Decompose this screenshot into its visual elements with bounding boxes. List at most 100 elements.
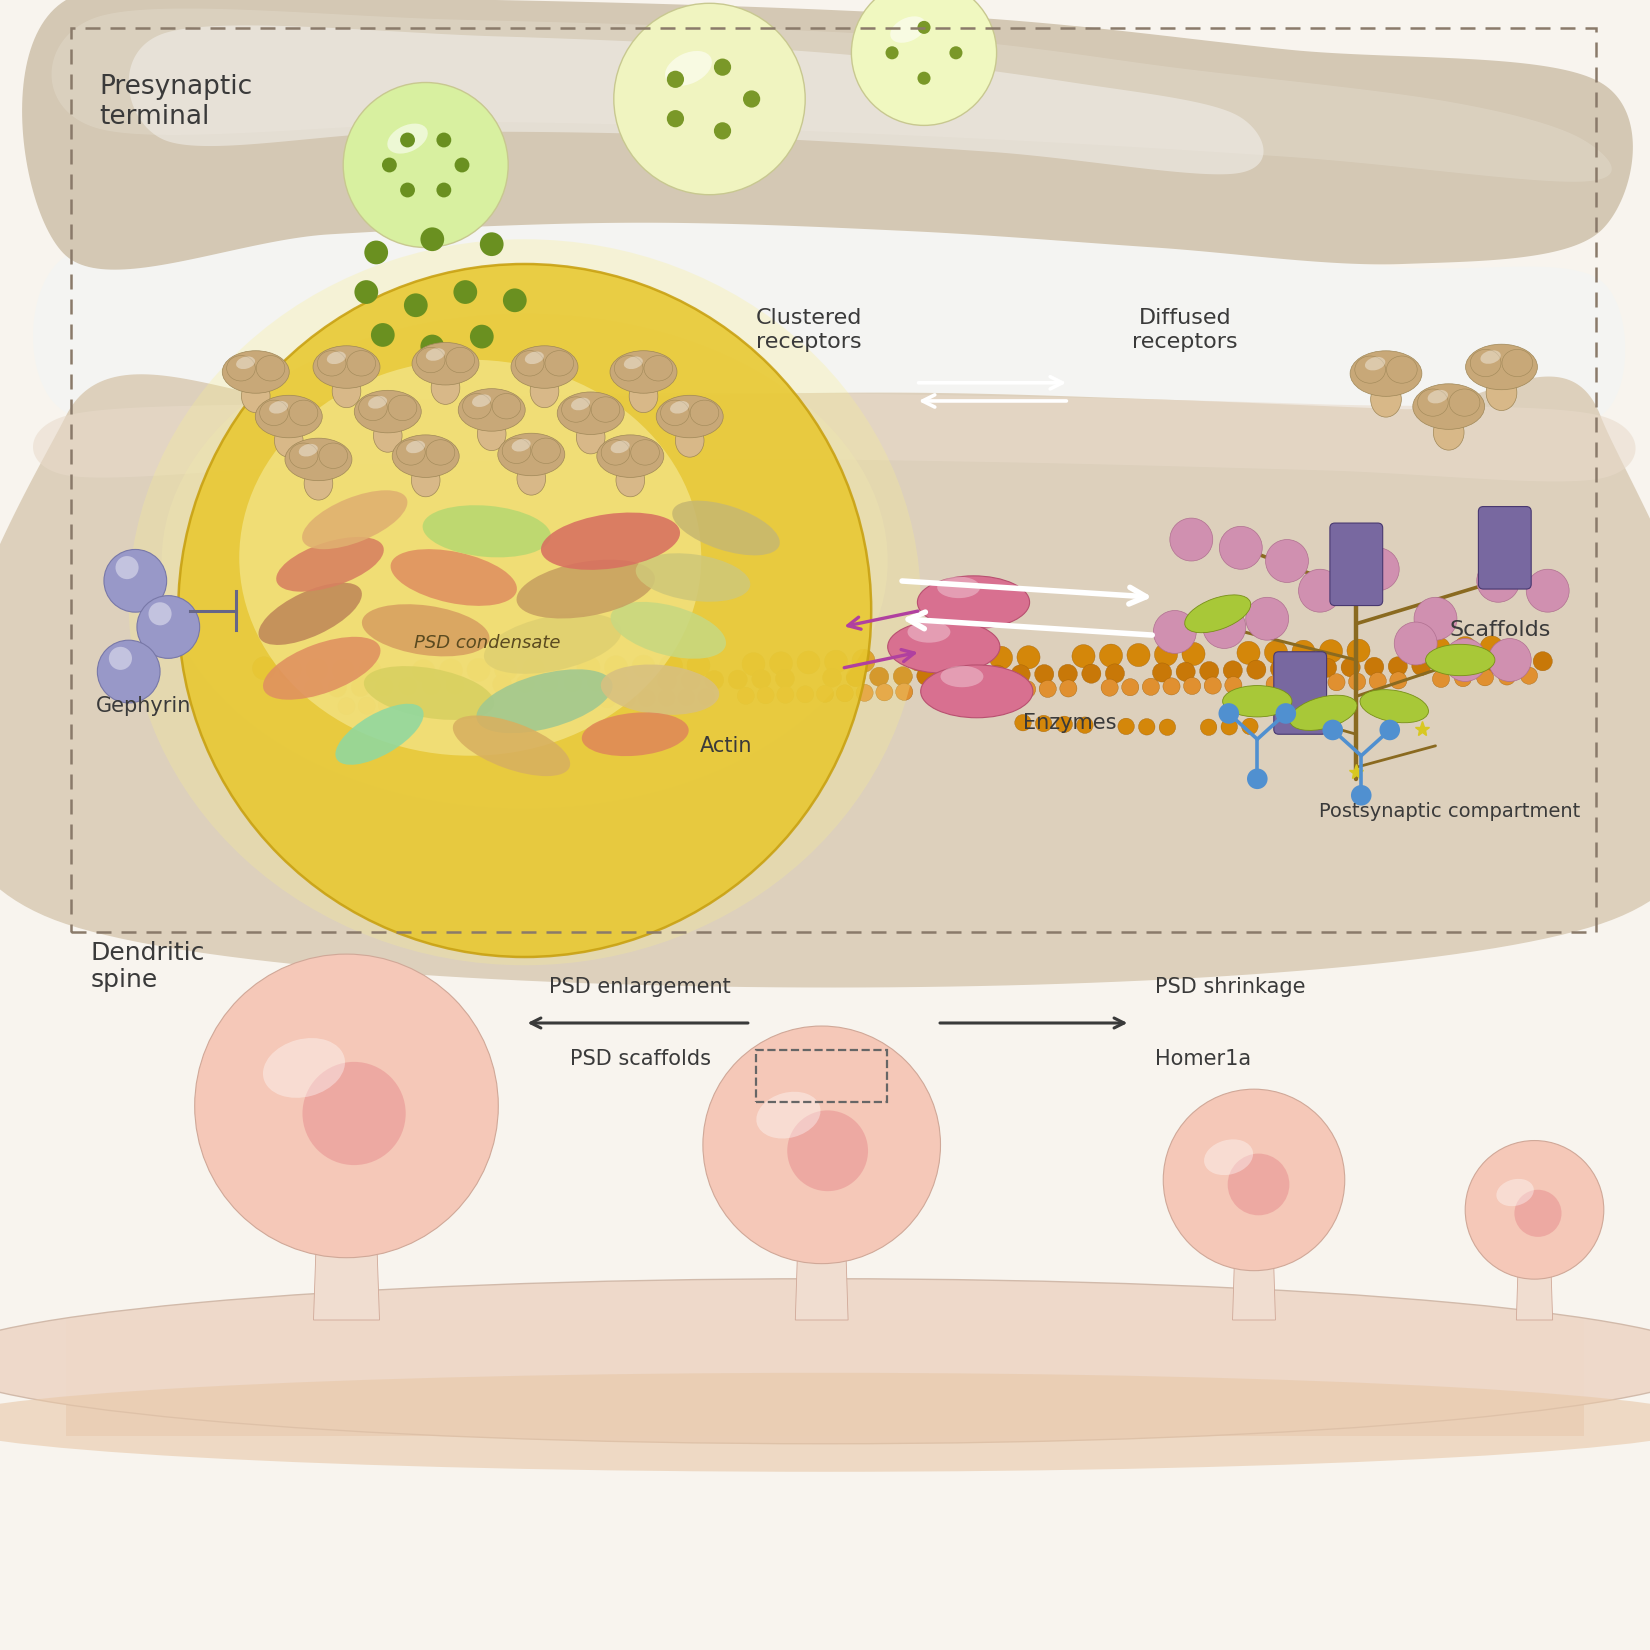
Circle shape (1454, 670, 1472, 686)
Ellipse shape (416, 348, 446, 373)
Circle shape (977, 681, 995, 698)
Circle shape (1035, 665, 1054, 683)
Circle shape (439, 658, 462, 681)
Circle shape (1304, 716, 1320, 733)
Circle shape (1307, 675, 1325, 691)
Circle shape (1341, 658, 1360, 676)
Circle shape (563, 673, 582, 693)
Circle shape (195, 954, 498, 1257)
Circle shape (500, 693, 516, 711)
Text: Scaffolds: Scaffolds (1450, 620, 1551, 640)
Circle shape (1389, 672, 1407, 690)
Circle shape (1127, 644, 1150, 667)
Ellipse shape (368, 396, 388, 409)
Circle shape (1436, 655, 1455, 675)
Circle shape (1238, 642, 1261, 665)
Ellipse shape (1480, 350, 1502, 365)
Circle shape (1163, 678, 1180, 695)
Ellipse shape (610, 441, 630, 454)
Circle shape (1246, 597, 1289, 640)
Ellipse shape (561, 398, 591, 422)
Ellipse shape (446, 348, 475, 373)
Ellipse shape (1465, 345, 1538, 389)
Circle shape (383, 157, 398, 172)
Circle shape (1480, 635, 1503, 658)
Circle shape (1203, 606, 1246, 648)
Ellipse shape (1228, 1153, 1289, 1216)
Circle shape (1508, 653, 1528, 672)
Circle shape (846, 668, 865, 686)
Ellipse shape (610, 602, 726, 658)
Circle shape (797, 650, 820, 673)
Circle shape (1414, 597, 1457, 640)
Ellipse shape (614, 356, 644, 381)
Circle shape (109, 647, 132, 670)
Circle shape (1351, 785, 1371, 805)
Circle shape (658, 690, 675, 706)
Circle shape (1153, 610, 1196, 653)
Ellipse shape (472, 394, 492, 408)
Circle shape (305, 658, 328, 681)
Circle shape (1011, 665, 1030, 685)
Ellipse shape (0, 1279, 1650, 1444)
Circle shape (714, 122, 731, 140)
Ellipse shape (335, 705, 424, 764)
Circle shape (587, 673, 606, 691)
Ellipse shape (1371, 381, 1401, 417)
Ellipse shape (558, 393, 624, 434)
Circle shape (632, 655, 655, 678)
Circle shape (540, 673, 559, 693)
Ellipse shape (302, 1063, 406, 1165)
Circle shape (1264, 640, 1287, 663)
Circle shape (962, 647, 985, 670)
Ellipse shape (1204, 1140, 1252, 1175)
Circle shape (1056, 716, 1072, 733)
Circle shape (870, 667, 889, 686)
Ellipse shape (262, 637, 381, 700)
Circle shape (851, 650, 874, 673)
Circle shape (398, 696, 416, 713)
Circle shape (1526, 569, 1569, 612)
Ellipse shape (355, 391, 421, 432)
Circle shape (667, 71, 685, 87)
Circle shape (1394, 622, 1437, 665)
Circle shape (148, 602, 172, 625)
Ellipse shape (0, 1373, 1650, 1472)
FancyBboxPatch shape (66, 940, 1584, 1584)
Circle shape (742, 653, 766, 676)
Circle shape (876, 683, 893, 701)
Circle shape (957, 681, 973, 700)
Circle shape (1016, 645, 1040, 668)
Circle shape (1533, 652, 1553, 672)
Ellipse shape (1427, 389, 1449, 404)
Ellipse shape (921, 665, 1033, 718)
Circle shape (1284, 716, 1300, 733)
Text: PSD shrinkage: PSD shrinkage (1155, 977, 1305, 997)
Circle shape (1119, 718, 1135, 734)
Circle shape (579, 691, 596, 708)
Circle shape (1183, 678, 1201, 695)
Ellipse shape (531, 439, 561, 464)
Circle shape (1346, 639, 1369, 662)
Circle shape (503, 289, 526, 312)
Ellipse shape (259, 582, 361, 645)
Circle shape (351, 678, 370, 696)
Circle shape (1266, 675, 1284, 693)
Circle shape (478, 693, 497, 711)
Ellipse shape (431, 371, 460, 404)
Circle shape (797, 686, 813, 703)
Circle shape (1138, 718, 1155, 734)
Ellipse shape (1470, 350, 1502, 376)
Ellipse shape (502, 439, 531, 464)
Circle shape (559, 691, 576, 710)
Circle shape (459, 695, 477, 711)
Circle shape (578, 657, 601, 680)
Ellipse shape (422, 505, 551, 558)
Ellipse shape (665, 51, 711, 86)
Text: Enzymes: Enzymes (1023, 713, 1117, 733)
Circle shape (738, 688, 754, 705)
Circle shape (917, 71, 931, 84)
Ellipse shape (129, 239, 921, 965)
Ellipse shape (512, 346, 578, 388)
Ellipse shape (1290, 695, 1356, 731)
